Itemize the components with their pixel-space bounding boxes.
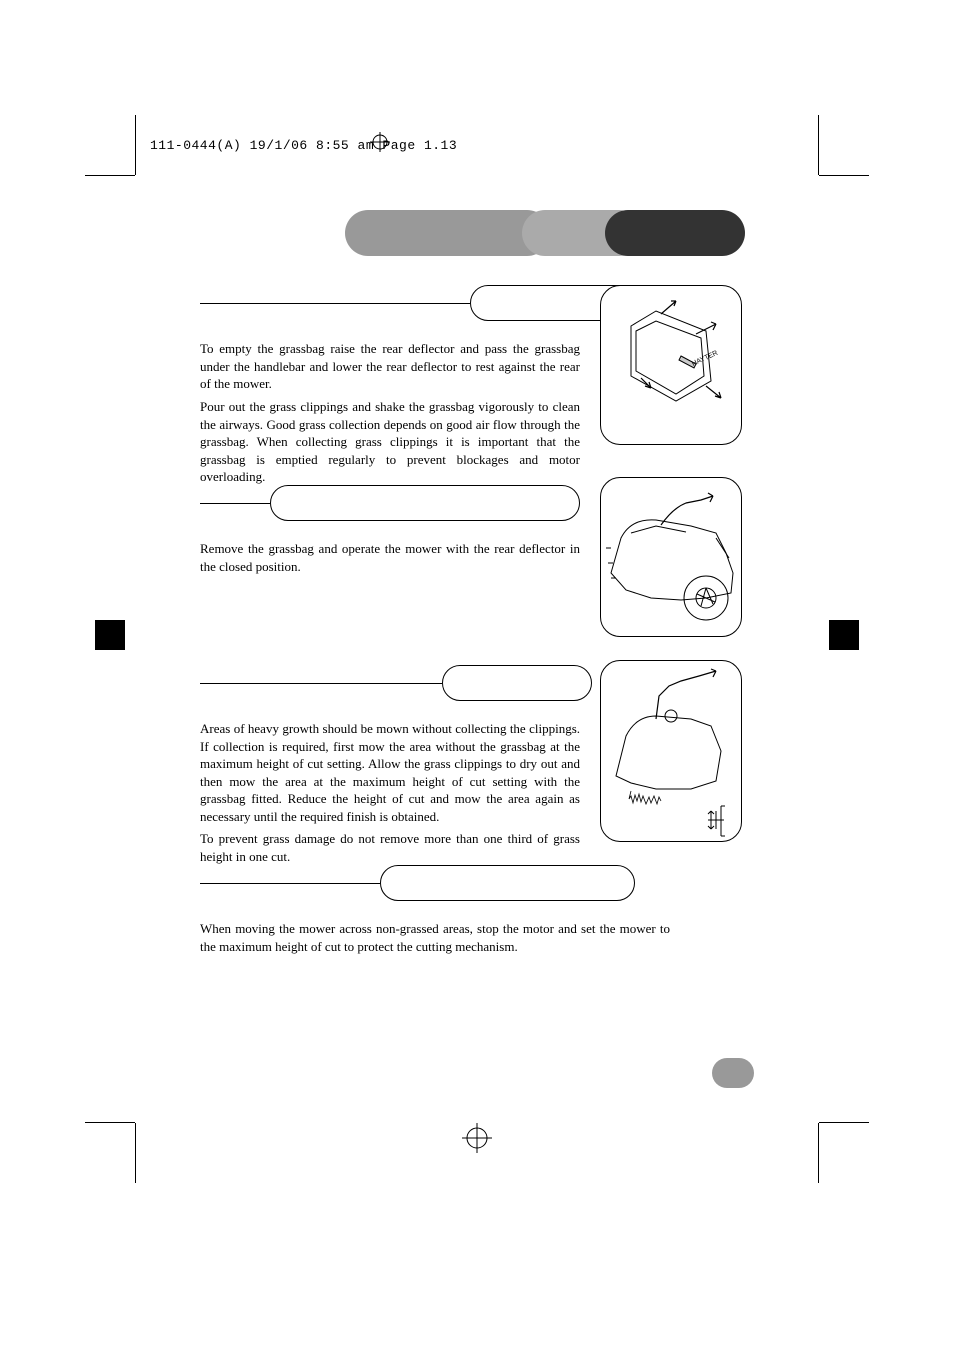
section-heading-box bbox=[380, 865, 635, 901]
crop-mark bbox=[819, 175, 869, 176]
section-divider bbox=[200, 303, 470, 304]
header-pill bbox=[605, 210, 745, 256]
crop-mark bbox=[85, 175, 135, 176]
header-slug: 111-0444(A) 19/1/06 8:55 am Page 1.13 bbox=[150, 138, 457, 153]
body-paragraph: Pour out the grass clippings and shake t… bbox=[200, 398, 580, 486]
registration-mark-icon bbox=[829, 620, 859, 650]
crop-mark bbox=[135, 115, 136, 175]
illustration-heavy-growth bbox=[600, 660, 742, 842]
registration-mark-icon bbox=[462, 1123, 492, 1153]
svg-text:HAYTER: HAYTER bbox=[691, 350, 719, 368]
crop-mark bbox=[135, 1123, 136, 1183]
crop-mark bbox=[819, 1122, 869, 1123]
section-divider bbox=[200, 503, 270, 504]
crop-mark bbox=[818, 115, 819, 175]
section-heading-box bbox=[442, 665, 592, 701]
header-pill bbox=[345, 210, 550, 256]
illustration-emptying-grassbag: HAYTER bbox=[600, 285, 742, 445]
registration-mark-icon bbox=[370, 132, 390, 152]
section-heading-box bbox=[270, 485, 580, 521]
section-divider bbox=[200, 683, 442, 684]
section-divider bbox=[200, 883, 380, 884]
body-paragraph: Remove the grassbag and operate the mowe… bbox=[200, 540, 580, 575]
body-paragraph: To prevent grass damage do not remove mo… bbox=[200, 830, 580, 865]
crop-mark bbox=[85, 1122, 135, 1123]
body-paragraph: When moving the mower across non-grassed… bbox=[200, 920, 670, 955]
registration-mark-icon bbox=[95, 620, 125, 650]
body-paragraph: Areas of heavy growth should be mown wit… bbox=[200, 720, 580, 825]
illustration-rear-deflector bbox=[600, 477, 742, 637]
body-paragraph: To empty the grassbag raise the rear def… bbox=[200, 340, 580, 393]
page-number-pill bbox=[712, 1058, 754, 1088]
crop-mark bbox=[818, 1123, 819, 1183]
